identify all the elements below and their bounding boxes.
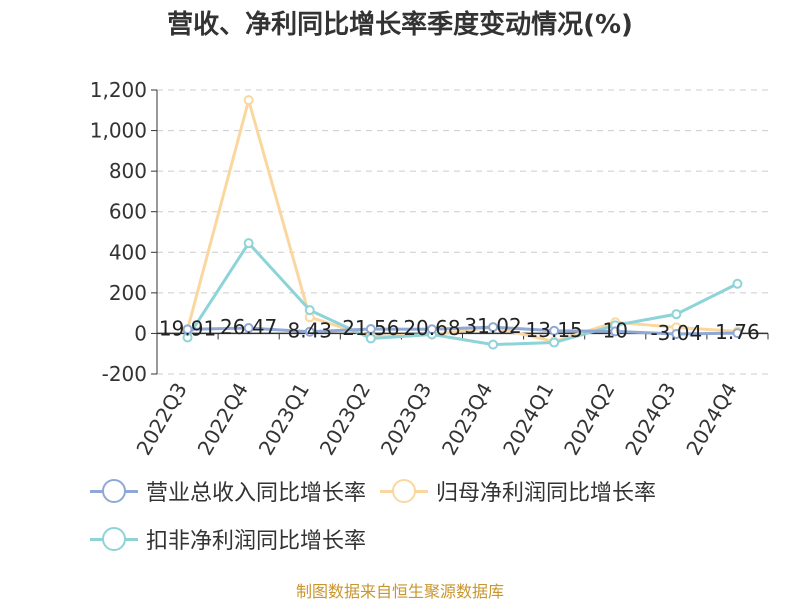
y-tick-label: 200 [109,281,147,305]
data-point [243,95,254,106]
legend-item[interactable]: 归母净利润同比增长率 [380,476,656,506]
legend-marker [102,479,126,503]
x-tick-label: 2023Q4 [437,379,497,460]
y-tick-label: 0 [134,321,147,345]
x-tick-label: 2023Q3 [376,379,436,460]
data-point [610,326,621,337]
y-tick-label: 600 [109,200,147,224]
y-tick-label: -200 [102,362,147,386]
x-tick-label: 2022Q4 [193,379,253,460]
legend-item[interactable]: 扣非净利润同比增长率 [90,524,366,554]
legend-label: 扣非净利润同比增长率 [146,529,367,554]
y-tick-label: 400 [109,240,147,264]
x-tick-label: 2024Q2 [559,379,619,460]
data-label: 13.15 [526,318,583,342]
data-label: 20.68 [403,316,460,340]
x-tick-label: 2024Q4 [681,379,741,460]
legend-item[interactable]: 营业总收入同比增长率 [90,476,366,506]
x-tick-label: 2023Q1 [254,379,314,460]
data-point [243,323,254,334]
data-label: 10 [603,318,628,342]
series-line [187,325,738,336]
data-point [304,326,315,337]
data-label: 21.56 [342,316,399,340]
data-point [365,333,376,344]
data-label: -3.04 [650,321,702,345]
data-label: 19.91 [159,316,216,340]
data-label: 26.47 [220,315,277,339]
data-point [426,324,437,335]
y-tick-label: 800 [109,159,147,183]
data-point [365,324,376,335]
x-tick-label: 2024Q3 [620,379,680,460]
data-point [182,324,193,335]
y-tick-label: 1,000 [90,119,147,143]
x-tick-label: 2023Q2 [315,379,375,460]
data-point [671,309,682,320]
data-label: 8.43 [287,319,332,343]
legend-marker [102,527,126,551]
chart-title: 营收、净利同比增长率季度变动情况(%) [167,10,633,40]
data-label: 1.76 [715,320,760,344]
legend-label: 归母净利润同比增长率 [436,481,657,506]
data-source-note: 制图数据来自恒生聚源数据库 [295,582,504,601]
y-tick-label: 1,200 [90,78,147,102]
legend-swatch [90,526,138,552]
series-line [186,240,739,347]
data-point [732,278,743,289]
legend-swatch [380,478,429,504]
chart-legend: 营业总收入同比增长率 归母净利润同比增长率扣非净利润同比增长率 [90,476,750,572]
data-point [488,322,499,333]
data-point [304,305,315,316]
data-point [732,328,743,339]
x-tick-label: 2024Q1 [498,379,558,460]
x-tick-label: 2022Q3 [131,379,191,460]
series-line [186,94,738,344]
legend-swatch [90,478,138,504]
data-point [243,238,254,249]
legend-marker [392,479,417,503]
data-point [671,329,682,340]
data-point [488,339,499,350]
data-label: 31.02 [464,314,521,338]
data-point [549,325,560,336]
legend-label: 营业总收入同比增长率 [146,481,367,506]
data-point [549,337,560,348]
